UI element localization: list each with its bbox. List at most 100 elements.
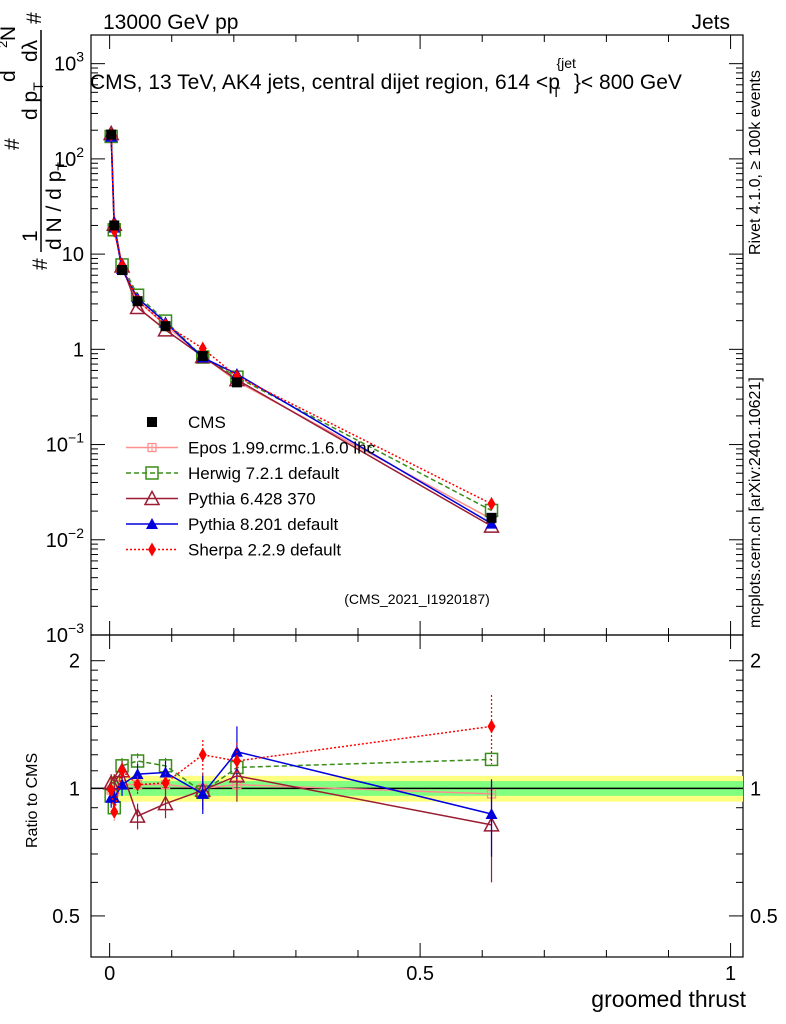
rivet-version-label: Rivet 4.1.0, ≥ 100k events xyxy=(747,70,764,255)
legend-marker-pythia6 xyxy=(143,489,161,506)
point-cms xyxy=(132,296,143,307)
plot-title-main: CMS, 13 TeV, AK4 jets, central dijet reg… xyxy=(90,71,560,94)
x-tick-label: 0 xyxy=(104,963,115,985)
legend-item-herwig: Herwig 7.2.1 default xyxy=(126,464,339,483)
legend-item-pythia8: Pythia 8.201 default xyxy=(126,515,339,534)
ratio-point-pythia8 xyxy=(196,787,209,799)
plot-title-sup-jet: {jet xyxy=(556,55,576,71)
ratio-point-pythia8 xyxy=(159,766,172,778)
ratio-y-tick-label-right: 2 xyxy=(750,651,761,673)
ratio-point-pythia6 xyxy=(157,795,174,811)
ratio-point-pythia8 xyxy=(108,791,121,803)
ratio-point-herwig xyxy=(484,752,499,767)
point-cms xyxy=(106,129,117,140)
ylabel-part-d: d xyxy=(0,70,20,82)
ylabel-part-hash3: # xyxy=(23,12,46,24)
point-cms xyxy=(486,512,497,523)
legend-marker-herwig xyxy=(145,466,159,480)
y-tick-base: 10 xyxy=(46,435,68,457)
ratio-y-tick-label: 1 xyxy=(69,778,80,800)
ratio-point-sherpa xyxy=(133,777,142,792)
ylabel-part-2: 2 xyxy=(0,41,10,48)
ylabel-part-hash2: # xyxy=(1,138,24,150)
ratio-point-sherpa xyxy=(110,804,119,819)
y-tick-label: 10−1 xyxy=(46,430,84,457)
ratio-y-tick-label: 2 xyxy=(69,651,80,673)
series-cms xyxy=(106,129,497,523)
y-tick-label: 103 xyxy=(54,49,84,76)
point-cms xyxy=(109,220,120,231)
ratio-y-tick-label-right: 0.5 xyxy=(750,906,778,928)
y-tick-label: 10−2 xyxy=(46,525,84,552)
legend-item-pythia6: Pythia 6.428 370 xyxy=(126,490,316,509)
ylabel-part-one: 1 xyxy=(19,230,42,242)
svg-text:1: 1 xyxy=(19,230,42,242)
ratio-point-pythia8 xyxy=(485,807,498,819)
ratio-point-sherpa xyxy=(118,763,127,778)
y-tick-exponent: 2 xyxy=(76,144,84,160)
point-cms xyxy=(231,377,242,388)
ratio-point-pythia6 xyxy=(129,807,146,823)
y-tick-exponent: 3 xyxy=(76,49,84,65)
legend-marker-cms xyxy=(147,417,157,427)
ylabel-part-hash1: # xyxy=(29,258,52,270)
ratio-line-sherpa xyxy=(110,725,492,812)
ratio-point-sherpa xyxy=(161,775,170,790)
legend-label-epos: Epos 1.99.crmc.1.6.0 lhc xyxy=(188,439,376,458)
ratio-point-sherpa xyxy=(107,783,116,798)
y-tick-label: 102 xyxy=(54,144,84,171)
svg-text:dλ: dλ xyxy=(19,39,42,62)
y-axis-label-ratio: Ratio to CMS xyxy=(24,753,41,848)
y-tick-exponent: −2 xyxy=(68,525,84,541)
y-tick-base: 10 xyxy=(46,530,68,552)
legend-label-herwig: Herwig 7.2.1 default xyxy=(188,464,339,483)
legend-marker-pythia8 xyxy=(146,518,158,529)
svg-text:d: d xyxy=(0,70,20,82)
analysis-tag: (CMS_2021_I1920187) xyxy=(344,591,490,607)
point-pythia8 xyxy=(485,517,498,529)
legend-item-sherpa: Sherpa 2.2.9 default xyxy=(126,541,341,560)
series-line-sherpa xyxy=(110,135,492,505)
ratio-point-sherpa xyxy=(232,754,241,769)
y-tick-label: 1 xyxy=(73,339,84,361)
ylabel-part-d2: d xyxy=(19,50,42,62)
ratio-y-tick-label: 0.5 xyxy=(52,906,80,928)
x-axis-label: groomed thrust xyxy=(591,986,746,1012)
y-tick-base: 10 xyxy=(46,625,68,647)
legend-label-pythia8: Pythia 8.201 default xyxy=(188,515,339,534)
y-tick-base: 10 xyxy=(62,244,84,266)
legend-marker-epos xyxy=(147,442,157,453)
point-pythia6 xyxy=(129,298,146,315)
header-category: Jets xyxy=(691,11,730,34)
ylabel-part-t2: T xyxy=(30,82,46,91)
ylabel-part-lambda: λ xyxy=(19,39,42,50)
point-cms xyxy=(117,265,128,276)
legend-label-cms: CMS xyxy=(188,413,226,432)
y-tick-label: 10−3 xyxy=(46,620,84,647)
mcplots-label: mcplots.cern.ch [arXiv:2401.10621] xyxy=(747,377,764,628)
point-cms xyxy=(197,351,208,362)
point-sherpa xyxy=(487,496,496,511)
legend-marker-sherpa xyxy=(148,542,156,557)
ratio-point-sherpa xyxy=(198,747,207,762)
svg-text:d N / d pT: d N / d pT xyxy=(43,162,70,250)
legend-label-sherpa: Sherpa 2.2.9 default xyxy=(188,541,341,560)
point-cms xyxy=(160,321,171,332)
y-tick-label: 10 xyxy=(62,244,84,266)
ratio-point-pythia8 xyxy=(131,768,144,780)
x-tick-label: 0.5 xyxy=(406,963,434,985)
svg-text:#: # xyxy=(1,138,24,150)
ratio-point-pythia6 xyxy=(228,767,246,783)
legend-label-pythia6: Pythia 6.428 370 xyxy=(188,490,316,509)
y-tick-exponent: −1 xyxy=(68,430,84,446)
ratio-point-pythia8 xyxy=(116,778,129,790)
y-tick-base: 10 xyxy=(54,54,76,76)
y-tick-base: 1 xyxy=(73,339,84,361)
y-axis-label-main: # 1 d N / d pT # d pT d N2 dλ # xyxy=(0,12,70,270)
legend-item-cms: CMS xyxy=(147,413,226,432)
svg-text:N2: N2 xyxy=(0,26,20,48)
ylabel-part-dndp: d N / d p xyxy=(43,171,66,250)
svg-text:d pT: d pT xyxy=(19,82,46,120)
ylabel-part-dp: d p xyxy=(19,91,42,120)
